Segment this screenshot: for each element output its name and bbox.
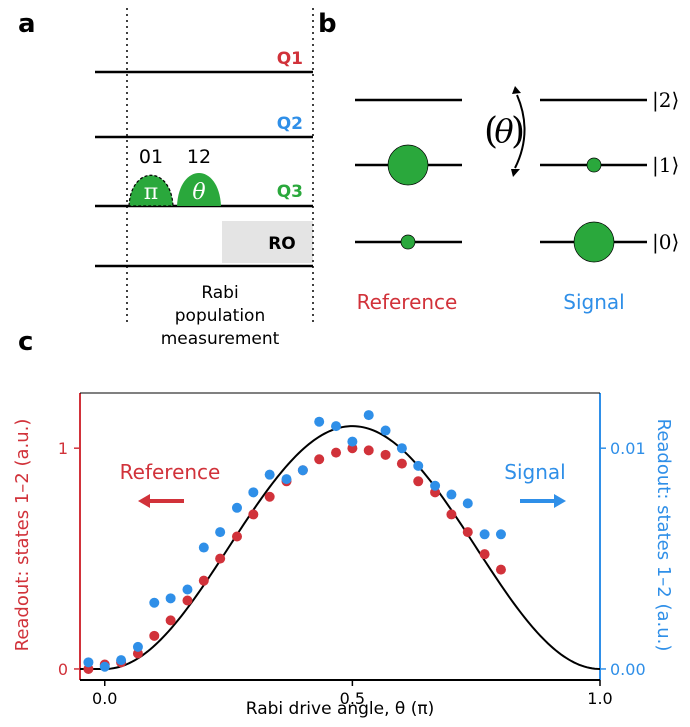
- drive-paren-left: (: [484, 111, 498, 152]
- theta-pulse: [177, 173, 221, 206]
- qubit-label-q2: Q2: [277, 114, 303, 134]
- pulse-sequence-diagram: Q1 Q2 Q3 π θ 01 12 RO Rabi population me…: [95, 8, 314, 349]
- signal-point: [396, 443, 407, 454]
- ket-1: |1⟩: [652, 153, 679, 178]
- left-y-tick-label: 0: [58, 660, 68, 679]
- qubit-label-q1: Q1: [277, 49, 303, 69]
- signal-point: [347, 436, 358, 447]
- reference-point: [363, 445, 374, 456]
- reference-point: [215, 553, 226, 564]
- signal-point: [281, 474, 292, 485]
- transition-label-12: 12: [187, 146, 211, 168]
- signal-points: [83, 410, 506, 672]
- reference-point: [495, 564, 506, 575]
- left-axis-label: Readout: states 1–2 (a.u.): [12, 419, 33, 652]
- signal-point: [479, 529, 490, 540]
- ket-2: |2⟩: [652, 88, 679, 113]
- signal-point: [446, 489, 457, 500]
- reference-points: [83, 443, 506, 674]
- signal-point: [132, 641, 143, 652]
- signal-point: [83, 657, 94, 668]
- x-tick-label: 0.5: [340, 689, 365, 708]
- panel-label-b: b: [318, 9, 337, 39]
- right-y-tick-label: 0.01: [610, 439, 646, 458]
- reference-point: [396, 458, 407, 469]
- signal-point: [462, 498, 473, 509]
- pi-pulse-label: π: [144, 180, 158, 205]
- caption-line-1: Rabi: [201, 283, 238, 303]
- reference-annotation: Reference: [120, 460, 221, 484]
- signal-point: [165, 593, 176, 604]
- signal-point: [363, 410, 374, 421]
- reference-label: Reference: [357, 290, 458, 314]
- axis-ticks: 0.0 0.5 1.0 0 1 0.00 0.01: [58, 439, 646, 708]
- right-y-tick-label: 0.00: [610, 660, 646, 679]
- signal-point: [116, 655, 127, 666]
- drive-angle-symbol: θ: [494, 112, 513, 150]
- signal-point: [215, 527, 226, 538]
- signal-point: [182, 584, 193, 595]
- reference-point: [413, 476, 424, 487]
- signal-point: [99, 661, 110, 672]
- ket-0: |0⟩: [652, 230, 679, 255]
- x-tick-label: 0.0: [92, 689, 117, 708]
- pi-pulse: [128, 174, 174, 207]
- signal-point: [331, 421, 342, 432]
- drive-arrow-head-top: [512, 86, 521, 94]
- reference-point: [462, 527, 473, 538]
- signal-point: [248, 487, 259, 498]
- reference-point: [314, 454, 325, 465]
- theta-pulse-label: θ: [192, 180, 205, 205]
- signal-population-0: [573, 221, 615, 263]
- signal-arrow-head: [554, 494, 566, 508]
- level-diagram: |2⟩ |1⟩ |0⟩ ( ) θ Reference Signal: [355, 86, 679, 314]
- signal-point: [380, 425, 391, 436]
- signal-population-1: [586, 157, 602, 173]
- left-y-tick-label: 1: [58, 439, 68, 458]
- signal-annotation: Signal: [504, 460, 565, 484]
- reference-point: [198, 575, 209, 586]
- reference-point: [182, 595, 193, 606]
- reference-point: [149, 630, 160, 641]
- reference-population-1: [387, 144, 429, 186]
- signal-point: [413, 460, 424, 471]
- readout-box: [222, 221, 313, 263]
- drive-paren-right: ): [511, 111, 525, 152]
- reference-point: [331, 447, 342, 458]
- signal-point: [264, 469, 275, 480]
- signal-point: [430, 480, 441, 491]
- reference-point: [165, 615, 176, 626]
- reference-point: [231, 531, 242, 542]
- right-axis-label: Readout: states 1–2 (a.u.): [653, 419, 674, 652]
- caption-line-3: measurement: [161, 329, 280, 349]
- transition-label-01: 01: [139, 146, 163, 168]
- rabi-chart: 0.0 0.5 1.0 0 1 0.00 0.01 Reference Signal Rab…: [12, 392, 674, 719]
- reference-point: [479, 549, 490, 560]
- reference-arrow-head: [138, 494, 150, 508]
- signal-point: [149, 597, 160, 608]
- signal-point: [297, 465, 308, 476]
- drive-arrow: [514, 94, 526, 169]
- x-tick-label: 1.0: [587, 689, 612, 708]
- drive-arrow-head-bottom: [511, 169, 520, 177]
- reference-population-0: [400, 234, 416, 250]
- signal-point: [495, 529, 506, 540]
- caption-line-2: population: [175, 306, 265, 326]
- reference-point: [446, 509, 457, 520]
- x-axis-label: Rabi drive angle, θ (π): [246, 699, 434, 719]
- signal-point: [198, 542, 209, 553]
- readout-label: RO: [268, 234, 296, 254]
- qubit-label-q3: Q3: [277, 182, 303, 202]
- signal-label: Signal: [563, 290, 624, 314]
- panel-label-a: a: [18, 9, 36, 39]
- reference-point: [380, 449, 391, 460]
- reference-point: [264, 491, 275, 502]
- signal-point: [314, 416, 325, 427]
- signal-point: [231, 502, 242, 513]
- reference-point: [248, 509, 259, 520]
- panel-label-c: c: [18, 327, 33, 357]
